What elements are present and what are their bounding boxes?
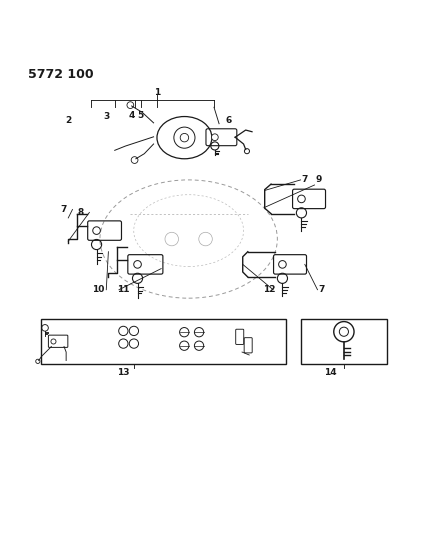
Text: 7: 7 — [318, 285, 325, 294]
Text: 7: 7 — [61, 205, 67, 214]
Circle shape — [93, 227, 100, 235]
Circle shape — [279, 261, 286, 268]
Text: 13: 13 — [117, 368, 129, 377]
Text: 2: 2 — [65, 116, 71, 125]
Bar — [41, 319, 286, 364]
Text: 12: 12 — [263, 285, 275, 294]
Text: 7: 7 — [302, 175, 308, 184]
Text: 11: 11 — [117, 285, 129, 294]
Text: 10: 10 — [92, 285, 104, 294]
Text: 5772 100: 5772 100 — [28, 68, 94, 81]
Circle shape — [51, 339, 56, 344]
Text: 8: 8 — [78, 208, 84, 217]
Bar — [300, 319, 387, 364]
Circle shape — [211, 134, 218, 141]
Text: 14: 14 — [324, 368, 336, 377]
Text: 3: 3 — [103, 112, 110, 121]
Text: 1: 1 — [154, 88, 160, 97]
Circle shape — [180, 133, 189, 142]
Circle shape — [339, 327, 348, 336]
Circle shape — [297, 195, 305, 203]
Text: 9: 9 — [315, 175, 322, 184]
Text: 6: 6 — [226, 116, 232, 125]
Text: 5: 5 — [137, 111, 143, 120]
Text: 4: 4 — [128, 111, 135, 120]
Circle shape — [134, 261, 141, 268]
